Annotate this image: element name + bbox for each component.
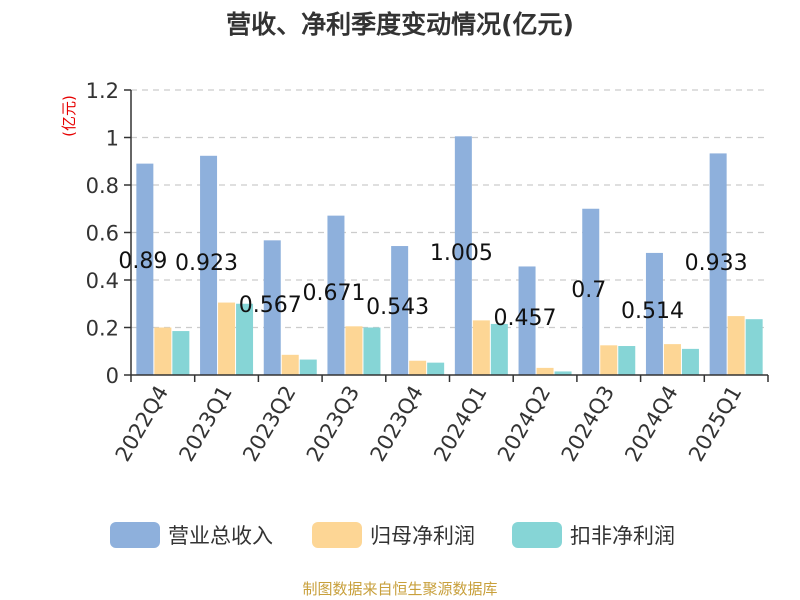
data-label: 1.005 <box>430 241 493 266</box>
bar <box>600 345 618 375</box>
bar <box>263 240 281 375</box>
x-tick-label: 2023Q1 <box>174 382 236 466</box>
y-tick-label: 0.6 <box>86 222 119 246</box>
bar <box>745 319 763 375</box>
legend-item: 扣非净利润 <box>512 522 675 548</box>
legend-item: 归母净利润 <box>312 522 475 548</box>
bar <box>345 326 363 375</box>
bar <box>454 136 472 375</box>
x-tick-label: 2024Q1 <box>429 381 491 465</box>
bar <box>681 348 699 375</box>
grid-lines <box>131 89 768 329</box>
bar <box>427 362 445 375</box>
bar <box>136 163 154 375</box>
bar <box>582 208 600 375</box>
data-label: 0.7 <box>571 278 606 303</box>
legend: 营业总收入 归母净利润 扣非净利润 <box>110 522 675 548</box>
y-tick-label: 0.2 <box>86 317 119 341</box>
y-tick-label: 0.4 <box>86 269 119 293</box>
legend-swatch <box>110 522 160 548</box>
bar <box>327 215 345 375</box>
bar <box>536 367 554 375</box>
legend-swatch <box>312 522 362 548</box>
bar <box>236 303 254 375</box>
bar <box>709 153 727 375</box>
x-tick-label: 2023Q3 <box>302 382 364 466</box>
bar <box>472 320 490 375</box>
legend-label: 营业总收入 <box>168 524 273 548</box>
bar <box>663 344 681 375</box>
x-tick-label: 2024Q2 <box>493 382 555 466</box>
bar <box>409 360 427 375</box>
y-tick-label: 1 <box>106 127 119 151</box>
x-tick-label: 2022Q4 <box>111 382 173 466</box>
data-label: 0.923 <box>175 251 238 276</box>
data-label: 0.567 <box>239 293 302 318</box>
y-tick-label: 0 <box>106 364 119 388</box>
bar <box>554 371 572 375</box>
x-tick-label: 2023Q4 <box>366 382 428 466</box>
bar <box>518 266 536 375</box>
bar <box>391 246 409 375</box>
bar <box>618 346 636 375</box>
bar <box>172 331 190 375</box>
bar <box>154 327 172 375</box>
data-label: 0.89 <box>118 249 167 274</box>
data-label: 0.933 <box>685 251 748 276</box>
bar <box>645 252 663 375</box>
chart-title: 营收、净利季度变动情况(亿元) <box>226 10 574 39</box>
bar <box>727 316 745 375</box>
y-axis-label: (亿元) <box>60 95 78 137</box>
legend-item: 营业总收入 <box>110 522 273 548</box>
data-label: 0.514 <box>621 299 684 324</box>
y-tick-label: 1.2 <box>86 79 119 103</box>
x-tick-label: 2025Q1 <box>684 382 746 466</box>
data-label: 0.543 <box>366 295 429 320</box>
x-tick-label: 2024Q4 <box>620 382 682 466</box>
bar <box>299 359 317 375</box>
legend-label: 归母净利润 <box>370 524 475 548</box>
bar <box>281 354 299 375</box>
data-label: 0.457 <box>494 306 557 331</box>
legend-swatch <box>512 522 562 548</box>
y-tick-label: 0.8 <box>86 174 119 198</box>
source-note: 制图数据来自恒生聚源数据库 <box>302 580 497 598</box>
data-label: 0.671 <box>302 281 365 306</box>
bars <box>136 136 763 375</box>
bar <box>218 302 236 375</box>
x-tick-label: 2024Q3 <box>557 382 619 466</box>
bar <box>490 323 508 375</box>
legend-label: 扣非净利润 <box>570 524 675 548</box>
x-tick-label: 2023Q2 <box>238 382 300 466</box>
bar <box>200 155 218 375</box>
bar <box>363 327 381 375</box>
